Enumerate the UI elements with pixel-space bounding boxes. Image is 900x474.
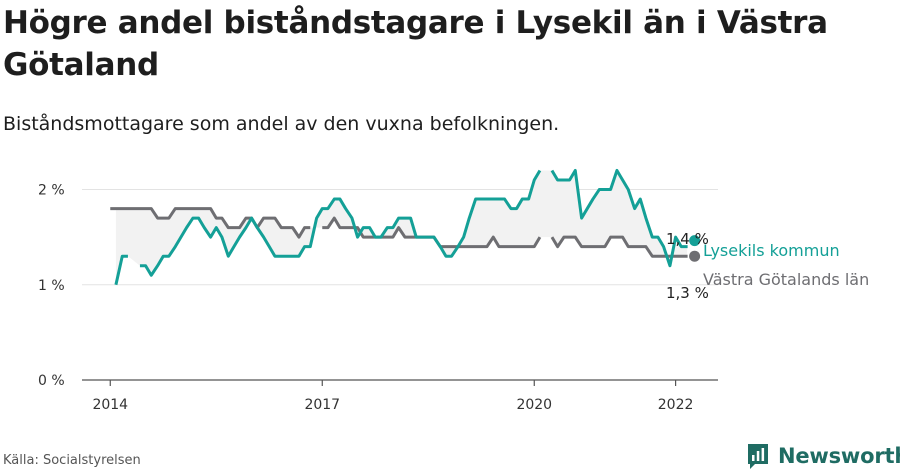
series-line-vastra-gotaland-2 xyxy=(550,235,688,258)
series-line-vastra-gotaland-0 xyxy=(110,207,311,239)
end-marker-lysekil xyxy=(689,235,701,247)
x-tick-label: 2022 xyxy=(658,397,694,413)
end-marker-vastra-gotaland xyxy=(689,250,701,262)
x-tick-label: 2020 xyxy=(516,397,552,413)
chart-title: Högre andel biståndstagare i Lysekil än … xyxy=(3,5,828,83)
chart-subtitle: Biståndsmottagare som andel av den vuxna… xyxy=(3,113,560,135)
newsworthy-logo-text: Newsworthy xyxy=(778,444,900,468)
end-value-lysekil: 1,4 % xyxy=(666,230,709,248)
source-note: Källa: Socialstyrelsen xyxy=(3,453,141,468)
y-tick-label: 0 % xyxy=(38,373,65,389)
difference-shading xyxy=(115,170,688,285)
series-line-lysekil-2 xyxy=(550,168,688,268)
end-value-vastra-gotaland: 1,3 % xyxy=(666,284,709,302)
series-gap-area xyxy=(115,170,688,285)
axes: 0 % 1 % 2 % 2014 2017 2020 2022 xyxy=(38,183,718,413)
newsworthy-logo-icon xyxy=(748,444,768,469)
series-line-lysekil-1 xyxy=(139,169,542,277)
series-lines xyxy=(110,168,688,286)
series-label-lysekil: Lysekils kommun xyxy=(703,241,840,260)
y-tick-label: 1 % xyxy=(38,278,65,294)
newsworthy-logo: Newsworthy xyxy=(746,441,900,471)
series-label-vastra-gotaland: Västra Götalands län xyxy=(703,270,869,289)
series-labels: 1,4 %Lysekils kommun Västra Götalands län… xyxy=(666,230,869,302)
x-tick-label: 2014 xyxy=(92,397,128,413)
x-tick-label: 2017 xyxy=(304,397,340,413)
series-line-lysekil-0 xyxy=(114,254,128,286)
y-tick-label: 2 % xyxy=(38,183,65,199)
